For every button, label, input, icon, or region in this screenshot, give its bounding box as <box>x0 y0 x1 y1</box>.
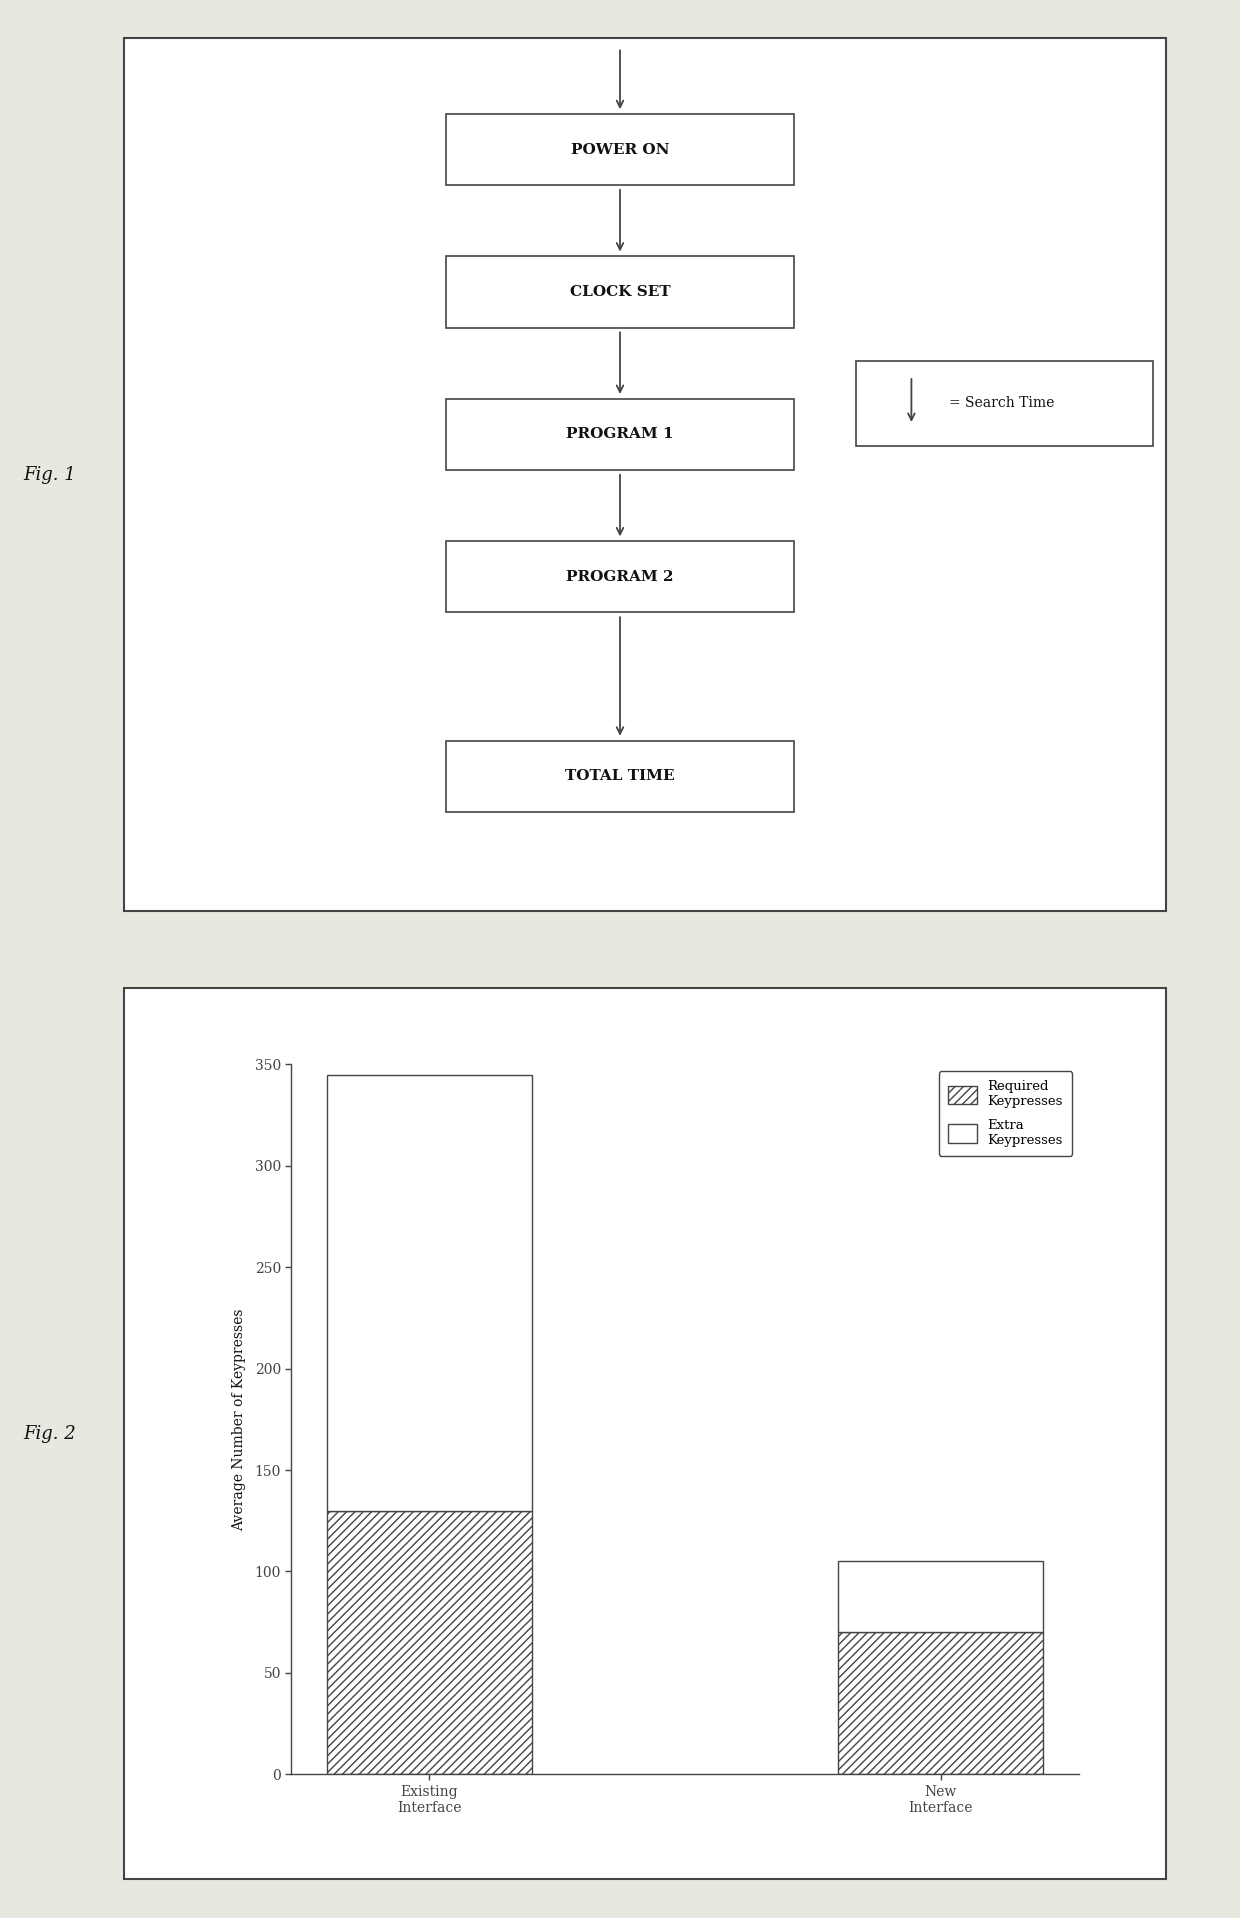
Bar <box>124 988 1166 1880</box>
Bar <box>327 1511 532 1774</box>
Text: POWER ON: POWER ON <box>570 142 670 157</box>
Bar <box>856 361 1153 447</box>
Text: = Search Time: = Search Time <box>949 397 1054 410</box>
Bar <box>838 1561 1043 1632</box>
Text: Fig. 2: Fig. 2 <box>24 1425 76 1442</box>
Bar <box>446 541 794 612</box>
Text: TOTAL TIME: TOTAL TIME <box>565 769 675 783</box>
Bar <box>838 1632 1043 1774</box>
Text: PROGRAM 1: PROGRAM 1 <box>567 428 673 441</box>
Bar <box>446 113 794 186</box>
Bar <box>446 740 794 811</box>
Y-axis label: Average Number of Keypresses: Average Number of Keypresses <box>232 1308 247 1531</box>
Text: Fig. 1: Fig. 1 <box>24 466 76 483</box>
Bar <box>124 38 1166 911</box>
Text: CLOCK SET: CLOCK SET <box>569 286 671 299</box>
Bar <box>446 399 794 470</box>
Text: PROGRAM 2: PROGRAM 2 <box>567 570 673 583</box>
Bar <box>446 257 794 328</box>
Bar <box>327 1074 532 1511</box>
Legend: Required
Keypresses, Extra
Keypresses: Required Keypresses, Extra Keypresses <box>939 1070 1073 1157</box>
